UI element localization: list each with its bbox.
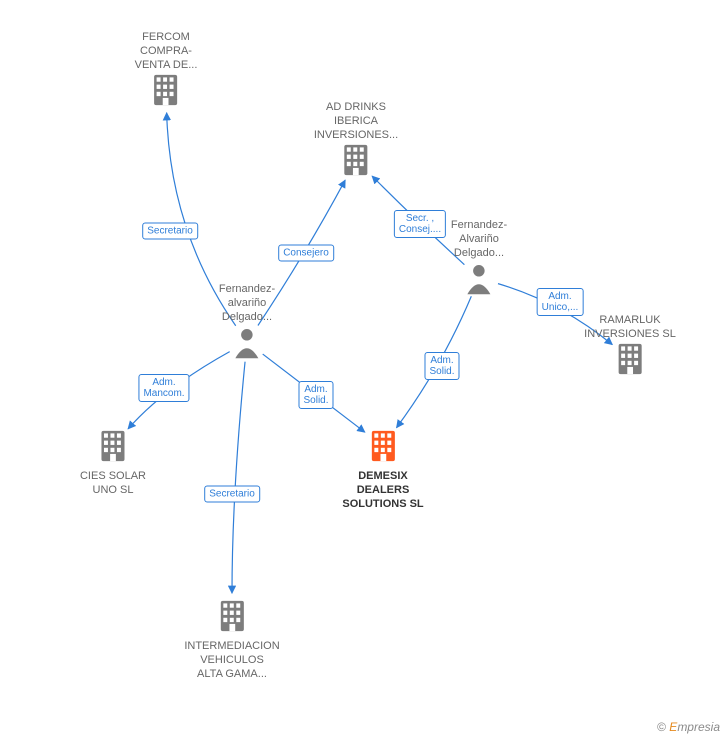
node-label: DEMESIX DEALERS SOLUTIONS SL bbox=[342, 469, 423, 511]
building-icon bbox=[612, 341, 648, 377]
edge-label: Adm. Unico,... bbox=[537, 288, 584, 316]
node-label: FERCOM COMPRA- VENTA DE... bbox=[135, 30, 198, 72]
node-label: INTERMEDIACION VEHICULOS ALTA GAMA... bbox=[184, 639, 279, 681]
person-icon bbox=[461, 260, 497, 296]
node-label: CIES SOLAR UNO SL bbox=[80, 469, 146, 497]
edge-label: Secretario bbox=[204, 486, 260, 503]
building-icon bbox=[365, 428, 401, 464]
company-node[interactable]: AD DRINKS IBERICA INVERSIONES... bbox=[314, 100, 398, 183]
edge bbox=[232, 362, 245, 593]
edge-label: Secretario bbox=[142, 223, 198, 240]
node-label: Fernandez- Alvariño Delgado... bbox=[451, 218, 507, 260]
edge-label: Adm. Mancom. bbox=[138, 374, 189, 402]
node-label: Fernandez- alvariño Delgado... bbox=[219, 282, 275, 324]
edge-label: Consejero bbox=[278, 245, 334, 262]
edge-label: Secr. , Consej.... bbox=[394, 210, 446, 238]
building-icon bbox=[148, 72, 184, 108]
company-node[interactable]: CIES SOLAR UNO SL bbox=[80, 428, 146, 497]
company-node[interactable]: FERCOM COMPRA- VENTA DE... bbox=[135, 30, 198, 113]
person-node[interactable]: Fernandez- alvariño Delgado... bbox=[219, 282, 275, 365]
person-node[interactable]: Fernandez- Alvariño Delgado... bbox=[451, 218, 507, 301]
building-icon bbox=[214, 598, 250, 634]
building-icon bbox=[95, 428, 131, 464]
building-icon bbox=[338, 142, 374, 178]
node-label: AD DRINKS IBERICA INVERSIONES... bbox=[314, 100, 398, 142]
company-node[interactable]: RAMARLUK INVERSIONES SL bbox=[584, 313, 676, 382]
node-label: RAMARLUK INVERSIONES SL bbox=[584, 313, 676, 341]
company-node[interactable]: DEMESIX DEALERS SOLUTIONS SL bbox=[342, 428, 423, 511]
edge-label: Adm. Solid. bbox=[298, 381, 333, 409]
copyright-symbol: © bbox=[657, 720, 669, 734]
copyright-rest: mpresia bbox=[677, 720, 720, 734]
copyright: © Empresia bbox=[657, 720, 720, 734]
person-icon bbox=[229, 324, 265, 360]
edge-label: Adm. Solid. bbox=[424, 352, 459, 380]
company-node[interactable]: INTERMEDIACION VEHICULOS ALTA GAMA... bbox=[184, 598, 279, 681]
